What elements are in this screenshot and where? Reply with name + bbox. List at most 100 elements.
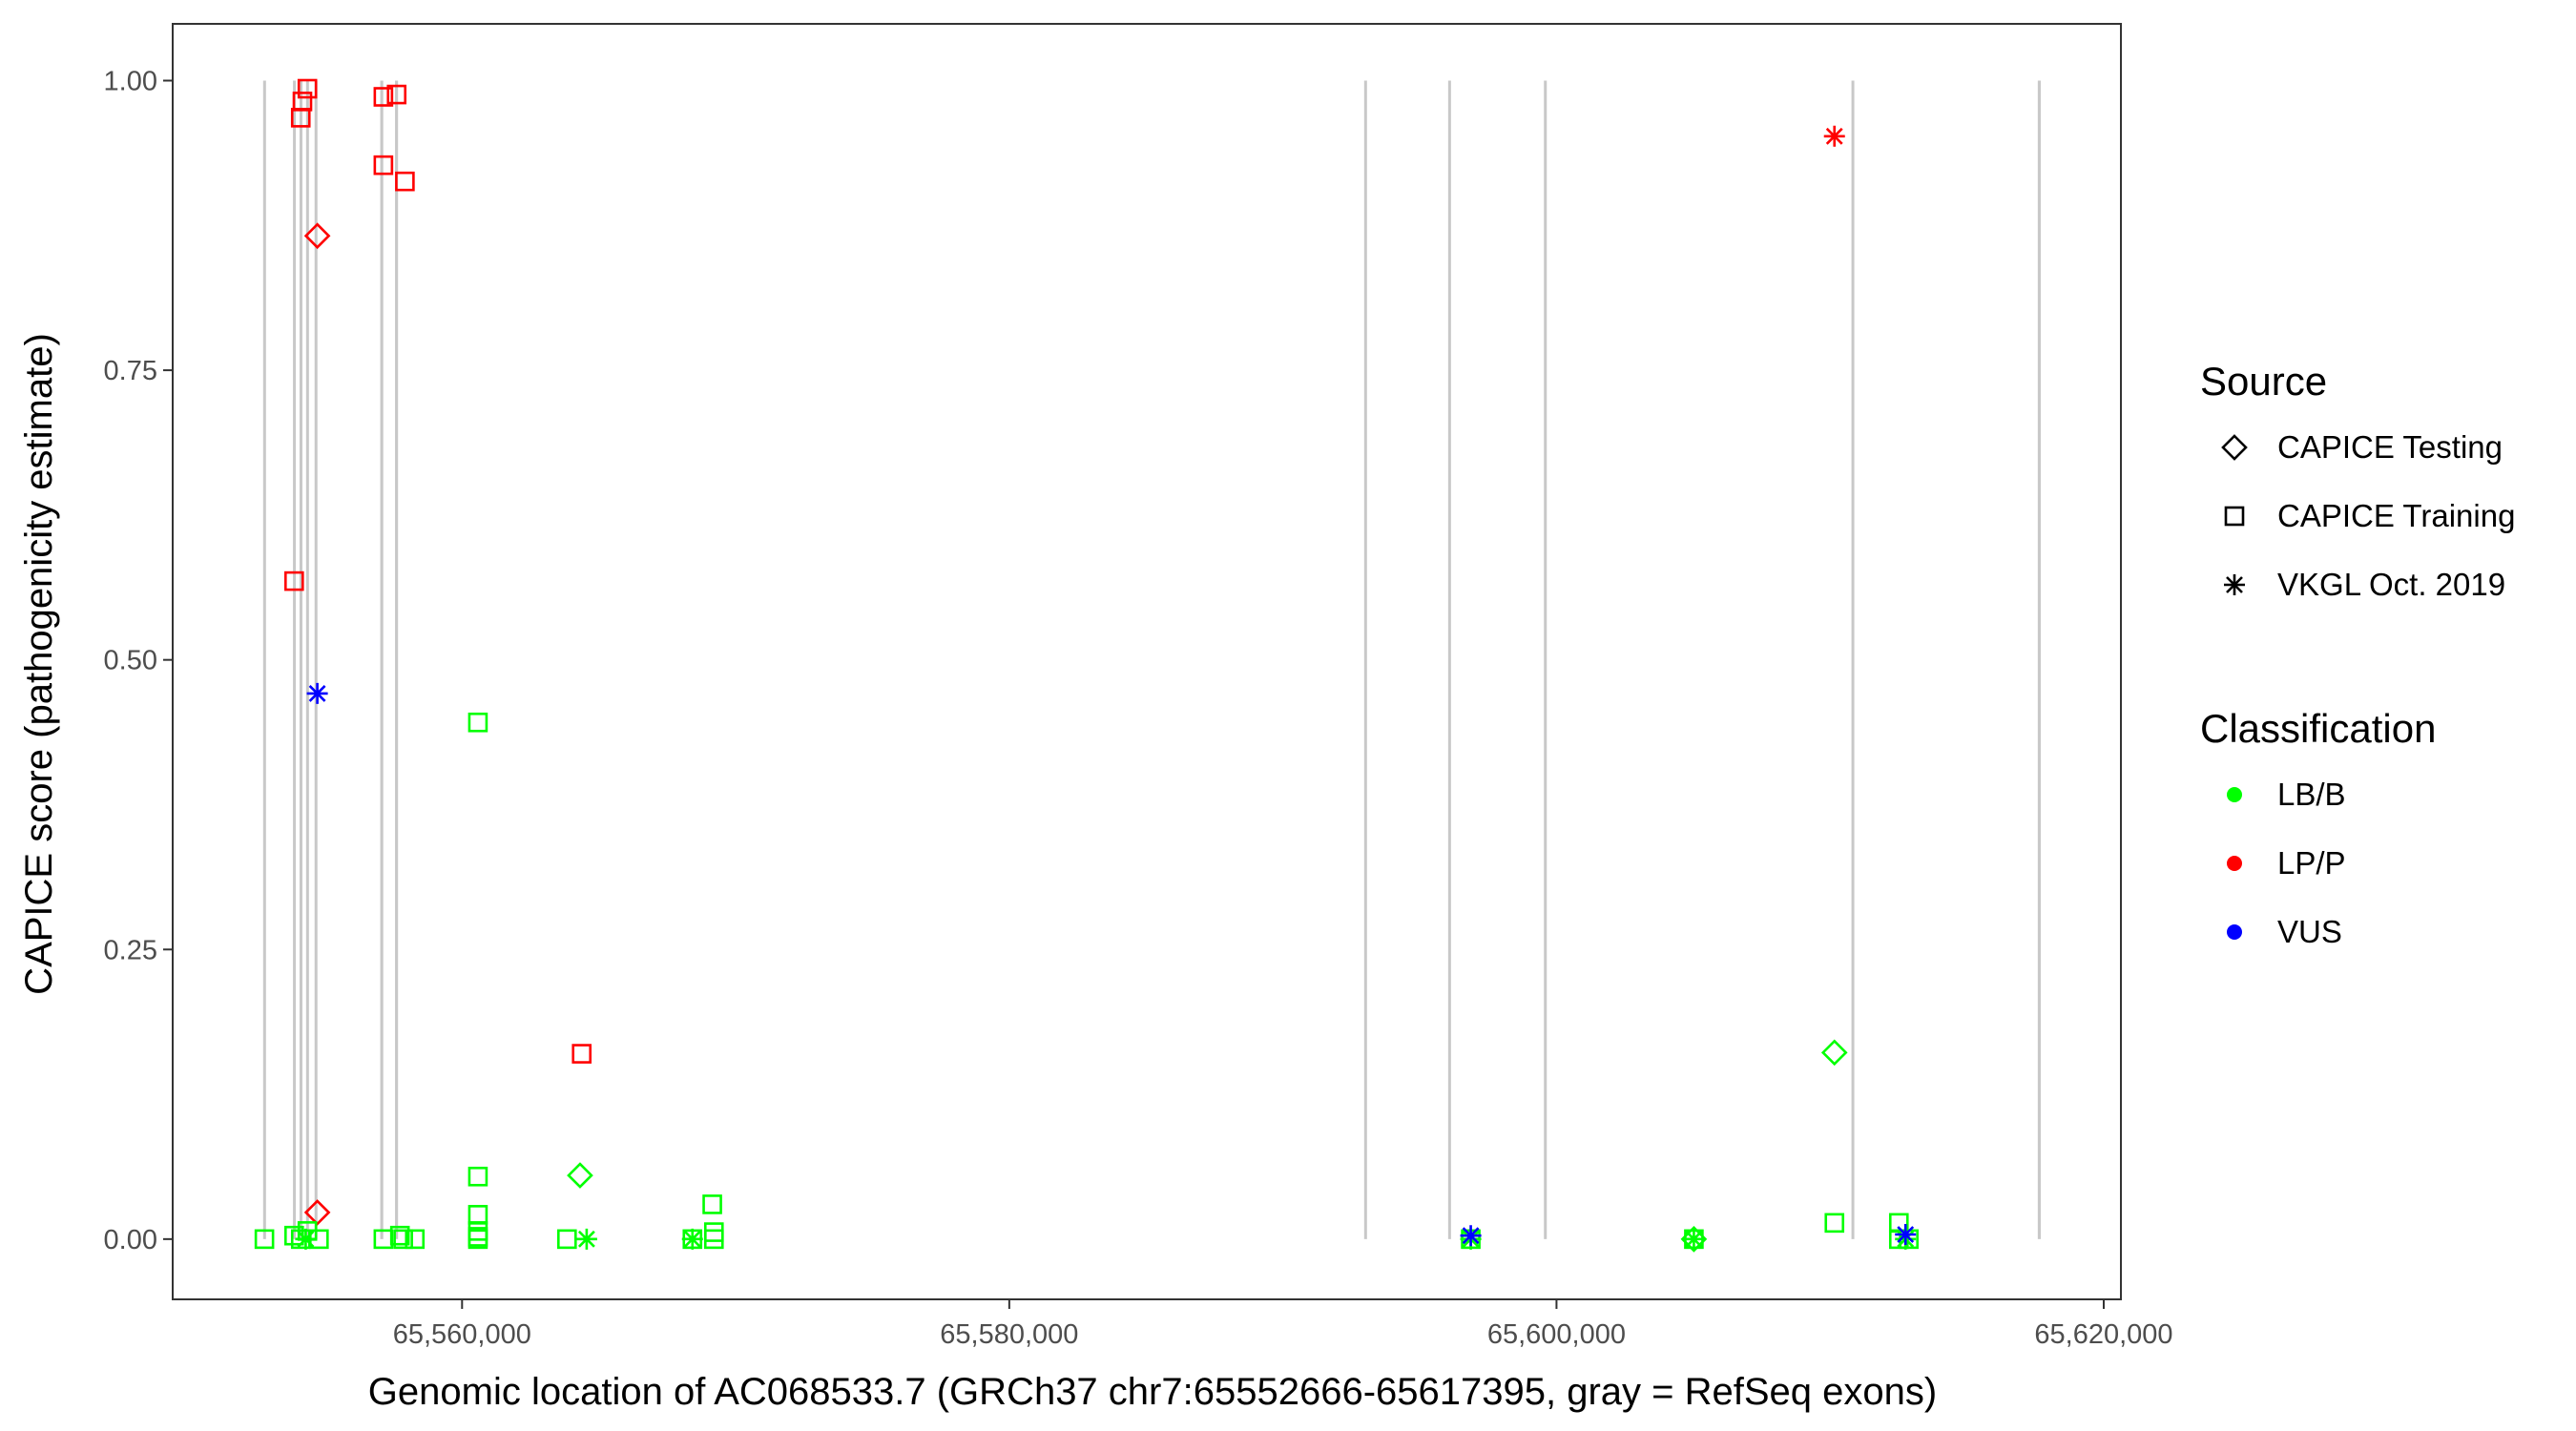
x-tick-label: 65,620,000 — [2034, 1319, 2172, 1350]
square-marker — [467, 712, 488, 733]
data-point — [386, 84, 407, 105]
diamond-marker — [2221, 434, 2248, 461]
data-point — [1823, 125, 1845, 147]
legend-item-class: VUS — [2227, 914, 2342, 949]
data-point — [373, 1229, 394, 1250]
asterisk-icon — [2224, 574, 2245, 595]
legend-label: LP/P — [2277, 845, 2346, 881]
data-point — [467, 1205, 488, 1225]
data-point — [557, 1229, 577, 1250]
data-point — [567, 1162, 593, 1189]
x-axis-title: Genomic location of AC068533.7 (GRCh37 c… — [368, 1371, 1937, 1413]
data-point — [1460, 1225, 1482, 1247]
legend-item-class: LP/P — [2227, 845, 2346, 881]
y-tick-label: 0.50 — [104, 646, 157, 676]
legend-label: CAPICE Training — [2277, 498, 2515, 533]
data-point — [290, 108, 311, 128]
legend: Source CAPICE Testing CAPICE Training VKGL… — [2200, 359, 2515, 949]
square-marker — [467, 1229, 488, 1250]
y-tick-label: 0.75 — [104, 356, 157, 386]
diamond-marker — [1820, 1039, 1848, 1067]
data-point — [1895, 1224, 1917, 1245]
square-marker — [702, 1194, 722, 1214]
legend-item-source: VKGL Oct. 2019 — [2224, 567, 2505, 602]
dot-icon — [2227, 787, 2242, 802]
exon-band — [293, 80, 297, 1239]
data-point — [703, 1229, 724, 1250]
asterisk-marker — [681, 1228, 703, 1250]
data-point — [703, 1222, 724, 1242]
asterisk-marker — [306, 682, 328, 704]
exon-band — [262, 80, 266, 1239]
y-tick-label: 0.00 — [104, 1225, 157, 1255]
data-point — [297, 78, 318, 99]
exon-band — [305, 80, 309, 1239]
square-marker — [284, 570, 304, 591]
dot-icon — [2227, 924, 2242, 940]
exon-band — [299, 80, 302, 1239]
asterisk-marker — [1895, 1224, 1917, 1245]
diamond-marker — [303, 222, 331, 250]
exon-band — [1447, 80, 1451, 1239]
asterisk-marker — [1460, 1225, 1482, 1247]
asterisk-marker — [575, 1228, 597, 1250]
data-point — [284, 570, 304, 591]
data-point — [295, 1228, 317, 1250]
data-point — [467, 1229, 488, 1250]
data-point — [575, 1228, 597, 1250]
x-tick-label: 65,560,000 — [393, 1319, 531, 1350]
square-marker — [373, 87, 394, 107]
asterisk-marker — [2224, 574, 2245, 595]
square-marker — [467, 1205, 488, 1225]
square-marker — [2224, 506, 2245, 527]
exon-band — [2037, 80, 2042, 1239]
legend-classification-title: Classification — [2200, 706, 2436, 751]
data-point — [571, 1044, 592, 1064]
legend-item-source: CAPICE Testing — [2221, 429, 2503, 465]
data-point — [254, 1229, 275, 1250]
square-marker — [254, 1229, 275, 1250]
exon-band — [1363, 80, 1367, 1239]
square-marker — [557, 1229, 577, 1250]
square-marker — [405, 1229, 426, 1250]
legend-label: CAPICE Testing — [2277, 429, 2503, 465]
data-point — [681, 1228, 703, 1250]
data-point — [389, 1225, 410, 1246]
y-tick-label: 0.25 — [104, 935, 157, 965]
x-axis: 65,560,000 65,580,000 65,600,000 65,620,000 — [393, 1299, 2173, 1350]
square-marker — [290, 108, 311, 128]
y-axis: 0.00 0.25 0.50 0.75 1.00 — [104, 67, 173, 1255]
square-marker — [1824, 1213, 1845, 1234]
exon-band — [1544, 80, 1548, 1239]
legend-item-class: LB/B — [2227, 777, 2346, 812]
diamond-icon — [2221, 434, 2248, 461]
data-point — [1824, 1213, 1845, 1234]
asterisk-marker — [1683, 1228, 1705, 1250]
legend-source-title: Source — [2200, 359, 2327, 404]
y-tick-label: 1.00 — [104, 67, 157, 97]
data-point — [467, 1166, 488, 1187]
x-tick-label: 65,580,000 — [940, 1319, 1078, 1350]
data-point — [467, 712, 488, 733]
square-marker — [373, 1229, 394, 1250]
exon-band — [1851, 80, 1855, 1239]
square-marker — [703, 1229, 724, 1250]
data-point — [1680, 1226, 1708, 1253]
square-marker — [386, 84, 407, 105]
square-marker — [571, 1044, 592, 1064]
asterisk-marker — [295, 1228, 317, 1250]
plot-panel-border — [172, 23, 2122, 1300]
legend-item-source: CAPICE Training — [2224, 498, 2515, 533]
legend-label: VUS — [2277, 914, 2342, 949]
data-point — [303, 222, 331, 250]
data-point — [405, 1229, 426, 1250]
data-point — [702, 1194, 722, 1214]
exon-band — [395, 80, 399, 1239]
exon-band — [380, 80, 384, 1239]
data-point — [1683, 1228, 1705, 1250]
dot-icon — [2227, 856, 2242, 871]
y-axis-title: CAPICE score (pathogenicity estimate) — [18, 333, 60, 995]
data-point — [395, 171, 415, 192]
diamond-marker — [567, 1162, 593, 1189]
